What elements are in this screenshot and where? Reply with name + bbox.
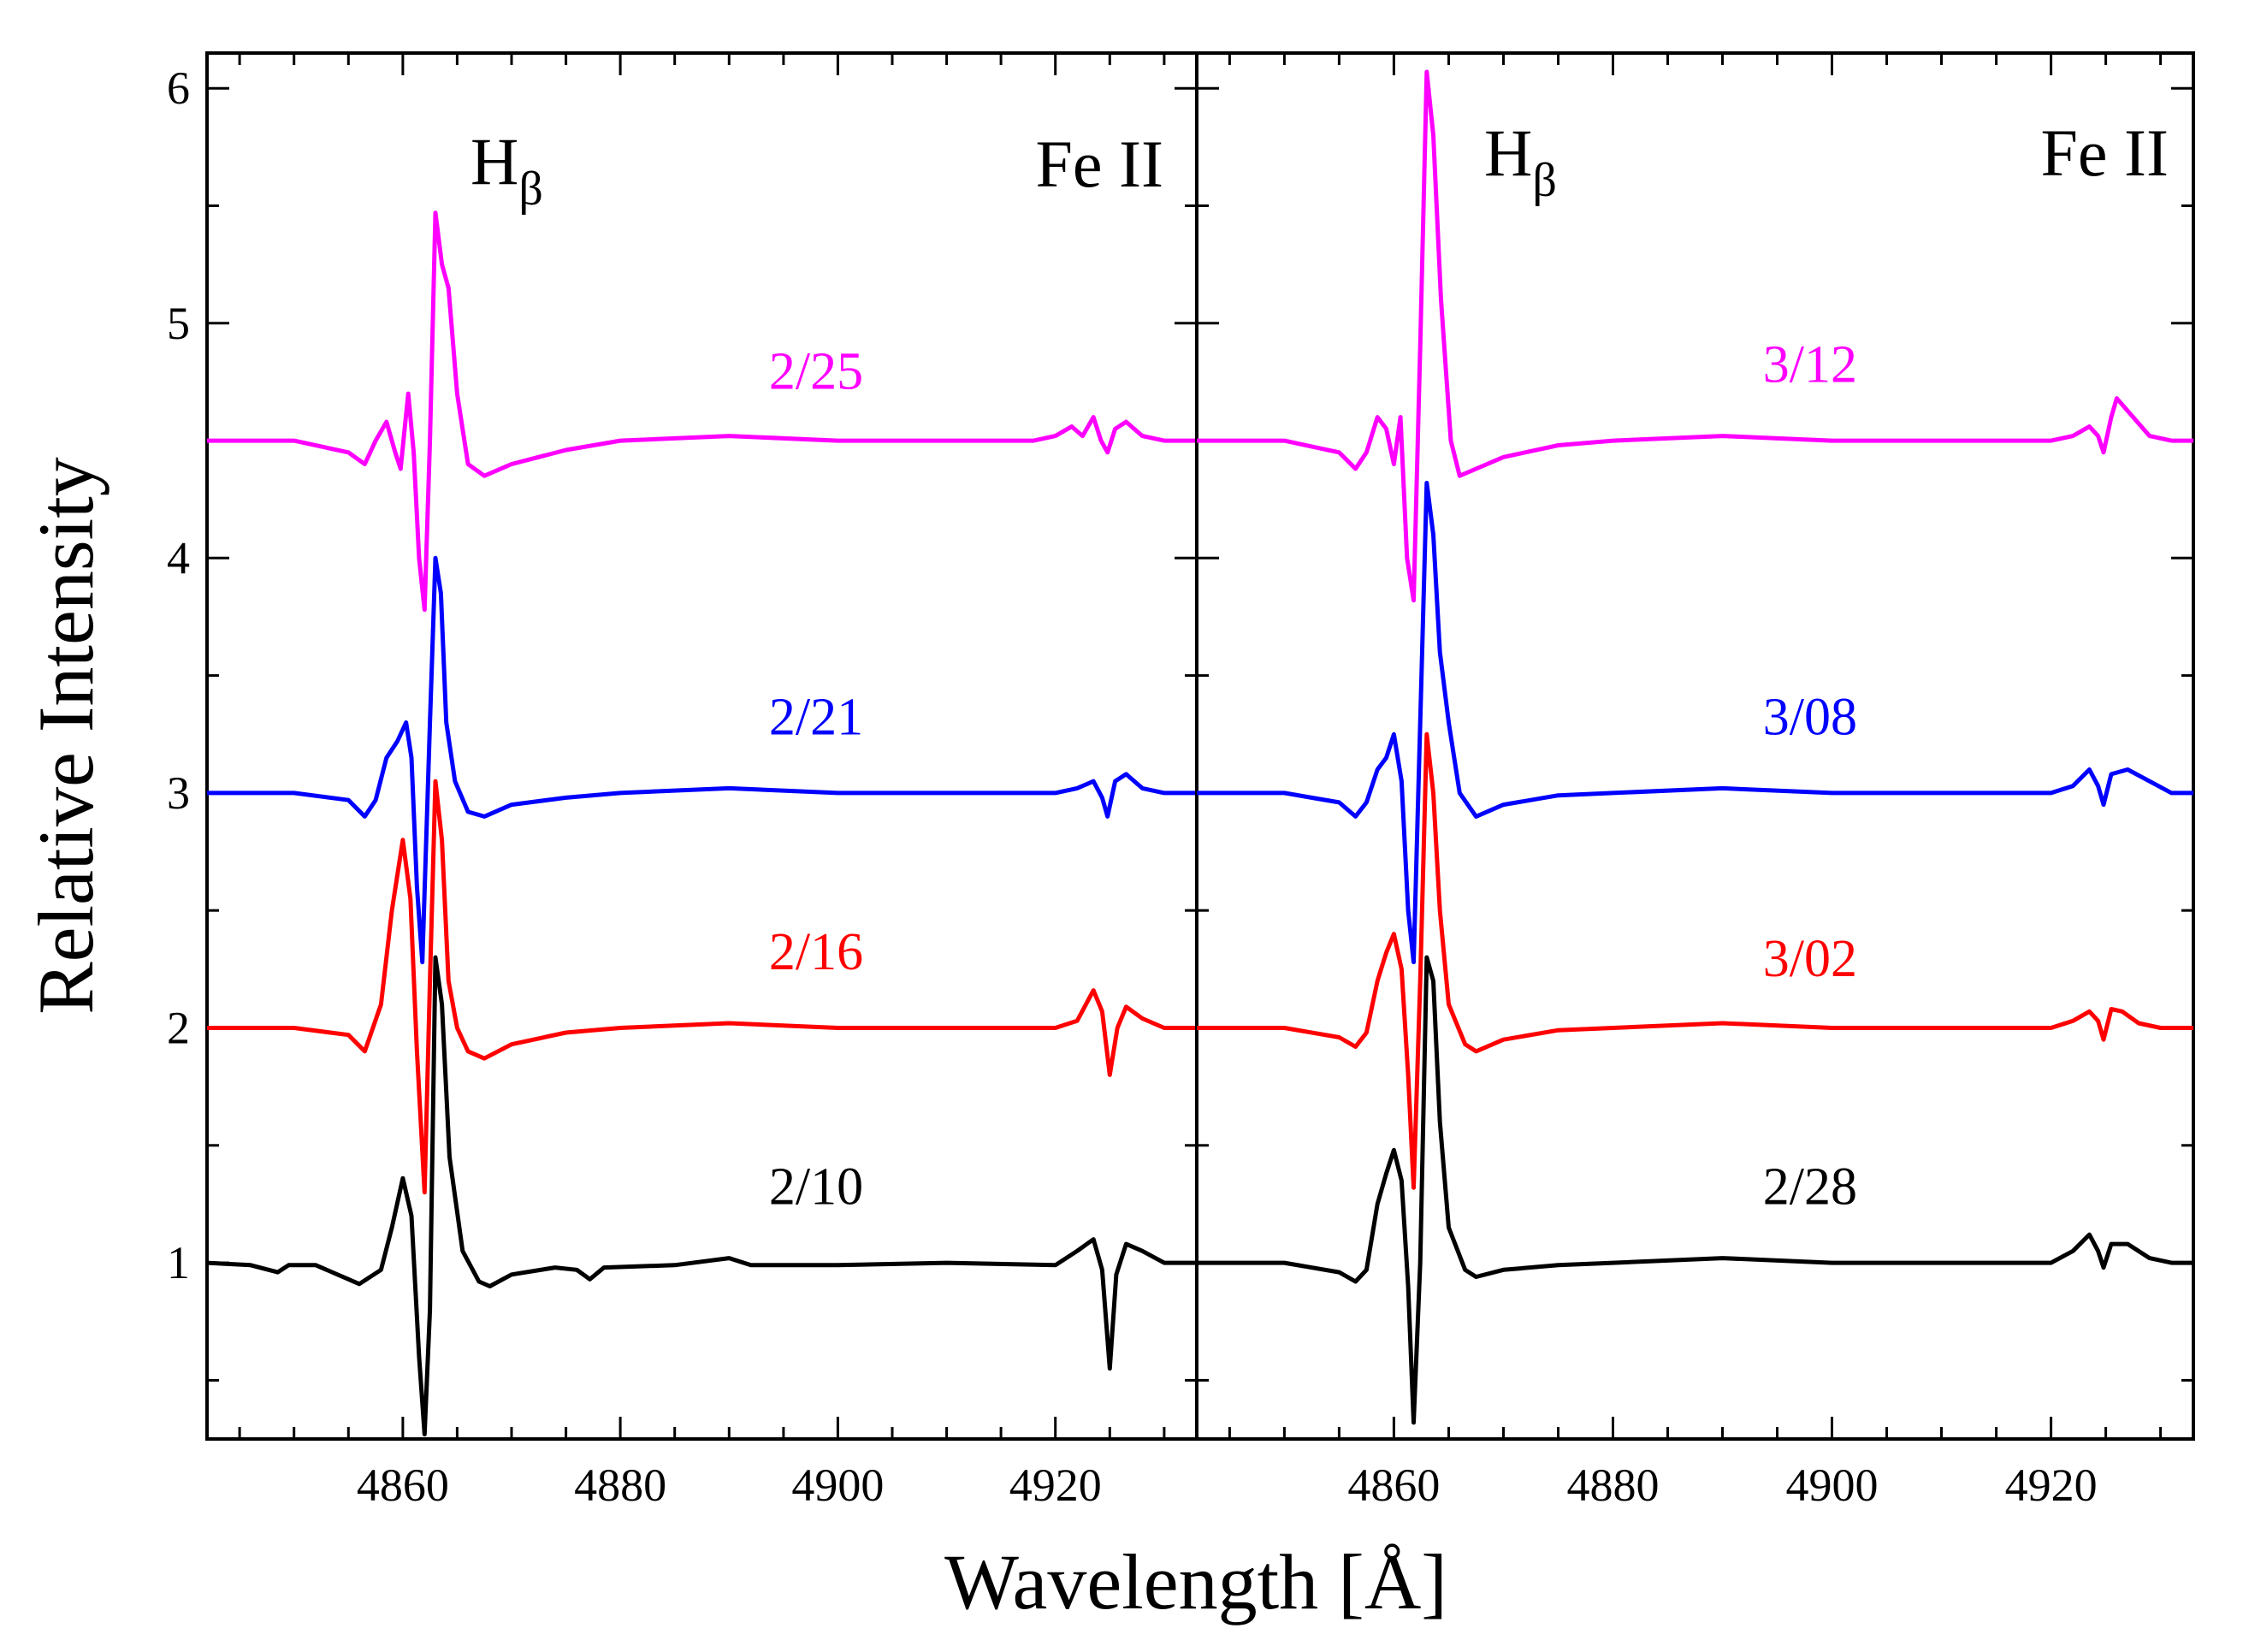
spectrum-line-3-08: [1197, 481, 2193, 965]
date-label-3-08: 3/08: [1763, 688, 1857, 746]
y-tick-label: 3: [167, 767, 190, 819]
date-label-3-12: 3/12: [1763, 335, 1857, 394]
x-tick-label: 4880: [1567, 1460, 1660, 1511]
date-label-2-16: 2/16: [769, 923, 863, 981]
spectrum-line-2-25: [207, 210, 1197, 613]
h-beta-main-right: H: [1484, 115, 1532, 190]
left-panel-frame: [205, 51, 1198, 1441]
date-label-2-10: 2/10: [769, 1158, 863, 1216]
h-beta-label-right: Hβ: [1484, 115, 1557, 207]
h-beta-sub-left: β: [518, 163, 543, 216]
left-panel-series: [206, 210, 1197, 1436]
spectrum-line-3-02: [1197, 731, 2193, 1190]
fe-ii-label-left: Fe II: [1036, 127, 1163, 201]
right-panel-frame: [1195, 51, 2195, 1441]
y-tick-label: 2: [167, 1003, 190, 1054]
spectrum-line-2-16: [207, 779, 1197, 1195]
spectrum-line-3-12: [1197, 69, 2193, 603]
right-panel-date-labels: 2/28 3/02 3/08 3/12: [1763, 335, 1857, 1216]
right-panel-series: [1197, 69, 2193, 1425]
y-tick-label: 5: [167, 298, 190, 349]
x-tick-label: 4860: [357, 1460, 449, 1511]
x-tick-label: 4920: [2005, 1460, 2098, 1511]
y-tick-label: 4: [167, 532, 190, 583]
h-beta-label-left: Hβ: [470, 124, 543, 216]
x-tick-label: 4880: [574, 1460, 666, 1511]
right-panel-ticks: 4860 4880 4900 4920: [1197, 53, 2193, 1511]
x-tick-label: 4900: [791, 1460, 884, 1511]
x-axis-title: Wavelength [Å]: [944, 1538, 1447, 1625]
left-panel-date-labels: 2/10 2/16 2/21 2/25: [769, 343, 863, 1217]
spectrum-line-2-10: [206, 955, 1197, 1436]
date-label-3-02: 3/02: [1763, 930, 1857, 988]
fe-ii-label-right: Fe II: [2041, 115, 2169, 190]
x-tick-label: 4860: [1347, 1460, 1440, 1511]
date-label-2-21: 2/21: [769, 688, 863, 746]
spectrum-line-2-28: [1197, 955, 2193, 1425]
y-axis-title: Relative Intensity: [22, 457, 109, 1015]
date-label-2-28: 2/28: [1763, 1158, 1857, 1216]
x-tick-label: 4920: [1009, 1460, 1102, 1511]
date-label-2-25: 2/25: [769, 343, 863, 401]
right-panel: 4860 4880 4900 4920 2/28 3/02 3/08 3/12 Hβ Fe …: [1195, 51, 2195, 1511]
y-tick-label: 6: [167, 62, 190, 114]
h-beta-main-left: H: [470, 124, 518, 198]
y-tick-label: 1: [167, 1237, 190, 1288]
x-tick-label: 4900: [1786, 1460, 1879, 1511]
h-beta-sub-right: β: [1532, 154, 1557, 207]
left-panel-ticks: 4860 4880 4900 4920 1 2 3 4 5 6: [167, 53, 1197, 1511]
spectrum-line-2-21: [207, 555, 1197, 965]
